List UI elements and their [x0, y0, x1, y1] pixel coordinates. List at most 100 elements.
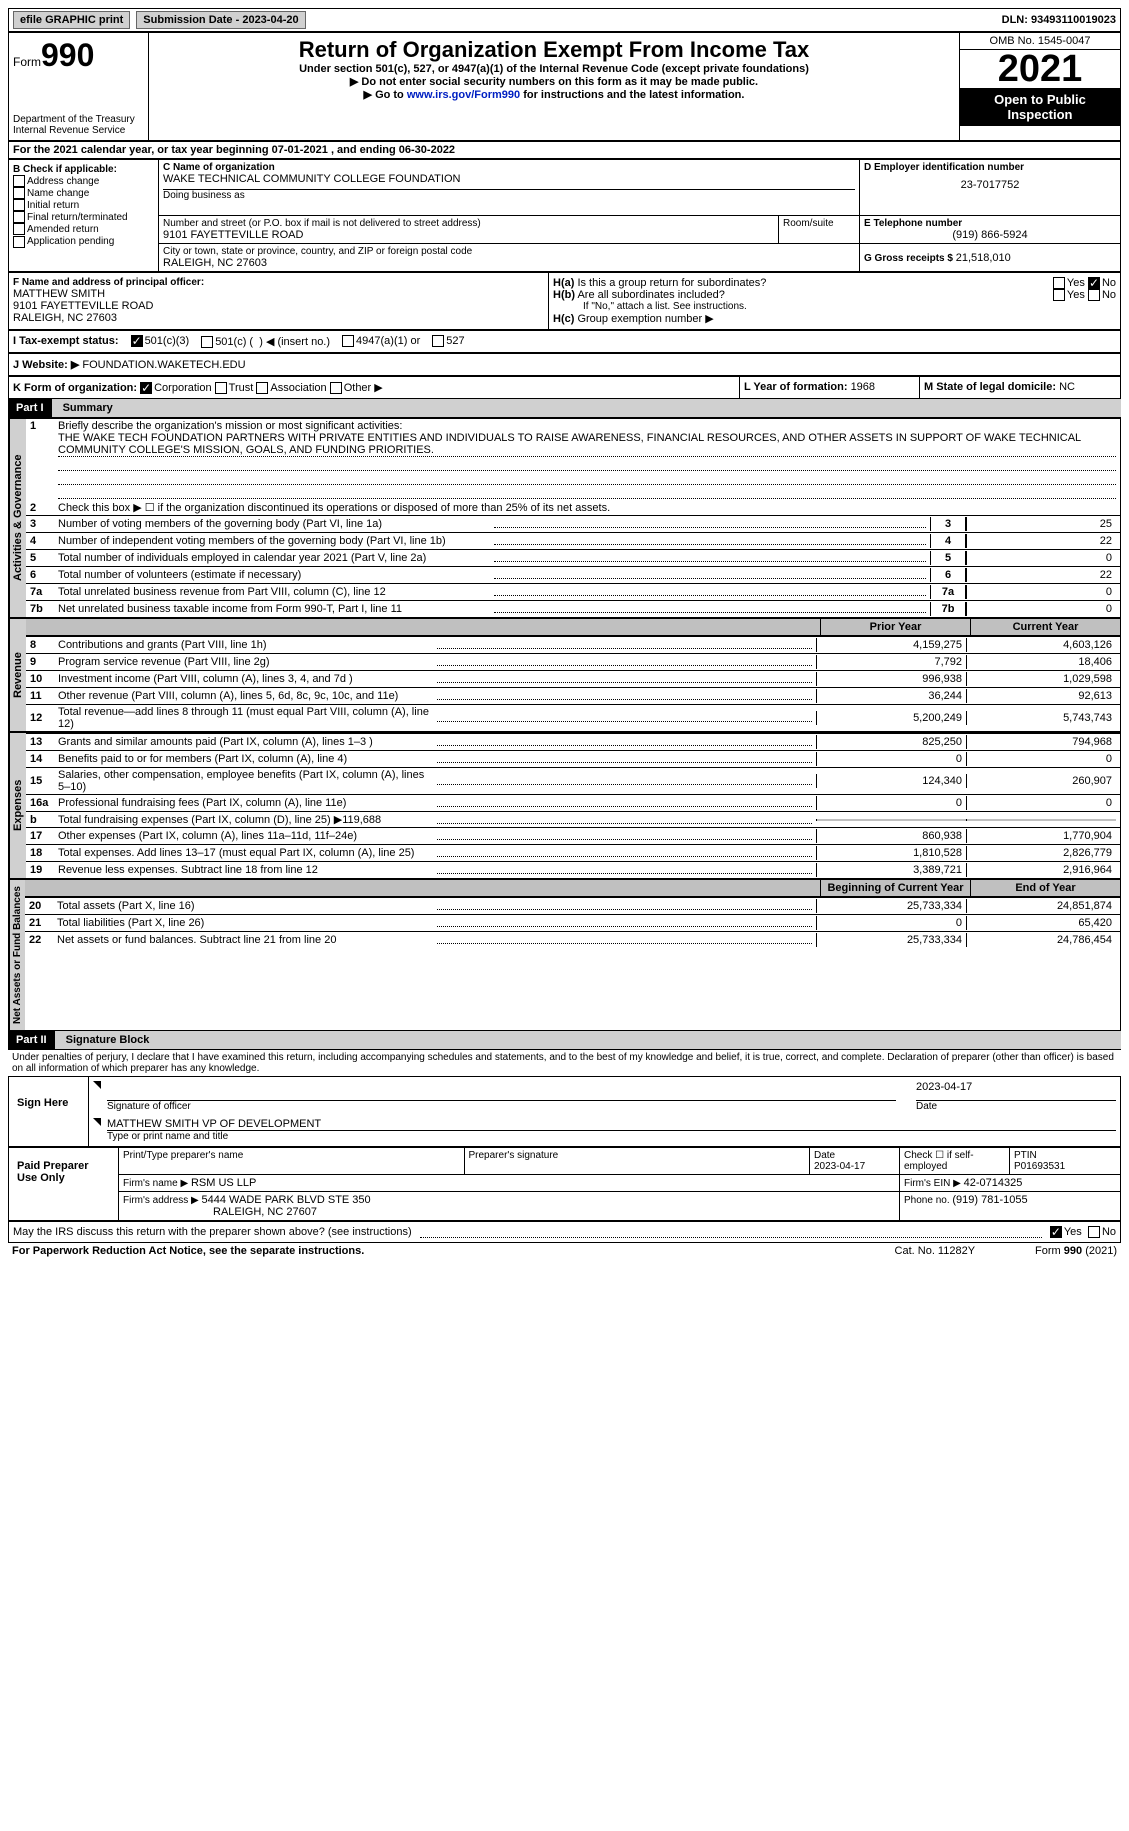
- part1-header: Part I Summary: [8, 399, 1121, 418]
- officer-street: 9101 FAYETTEVILLE ROAD: [13, 300, 544, 312]
- line-16a: 16aProfessional fundraising fees (Part I…: [26, 794, 1120, 811]
- line-b: bTotal fundraising expenses (Part IX, co…: [26, 811, 1120, 827]
- form-number: Form990: [13, 37, 144, 74]
- footer: For Paperwork Reduction Act Notice, see …: [8, 1243, 1121, 1259]
- chk-527[interactable]: 527: [432, 335, 464, 348]
- phone-value: (919) 866-5924: [864, 229, 1116, 241]
- chk-trust[interactable]: Trust: [215, 382, 254, 394]
- street-value: 9101 FAYETTEVILLE ROAD: [163, 229, 774, 241]
- line-5: 5Total number of individuals employed in…: [26, 549, 1120, 566]
- line-9: 9Program service revenue (Part VIII, lin…: [26, 653, 1120, 670]
- submission-button[interactable]: Submission Date - 2023-04-20: [136, 11, 305, 29]
- chk-other[interactable]: Other ▶: [330, 382, 383, 394]
- city-value: RALEIGH, NC 27603: [163, 257, 855, 269]
- phone-label: E Telephone number: [864, 218, 1116, 229]
- line-20: 20Total assets (Part X, line 16)25,733,3…: [25, 897, 1120, 914]
- org-name-label: C Name of organization: [163, 162, 855, 173]
- declaration: Under penalties of perjury, I declare th…: [8, 1050, 1121, 1076]
- ha-no[interactable]: [1088, 277, 1100, 289]
- line-12: 12Total revenue—add lines 8 through 11 (…: [26, 704, 1120, 731]
- pen-icon: [93, 1118, 101, 1126]
- topbar: efile GRAPHIC print Submission Date - 20…: [8, 8, 1121, 32]
- website-row: J Website: ▶ FOUNDATION.WAKETECH.EDU: [8, 353, 1121, 376]
- chk-amended[interactable]: Amended return: [13, 223, 154, 235]
- chk-501c[interactable]: 501(c) ( ) ◀ (insert no.): [201, 335, 330, 348]
- chk-corp[interactable]: Corporation: [140, 382, 211, 394]
- form-title: Return of Organization Exempt From Incom…: [157, 37, 951, 63]
- hb-no[interactable]: [1088, 289, 1100, 301]
- ha-yes[interactable]: [1053, 277, 1065, 289]
- firm-ein: 42-0714325: [964, 1177, 1023, 1189]
- part1-revenue: Revenue Prior Year Current Year 8Contrib…: [8, 618, 1121, 732]
- firm-name: RSM US LLP: [191, 1177, 256, 1189]
- ein-label: D Employer identification number: [864, 162, 1116, 173]
- vert-revenue: Revenue: [9, 619, 26, 731]
- dln: DLN: 93493110019023: [1002, 14, 1116, 26]
- line-19: 19Revenue less expenses. Subtract line 1…: [26, 861, 1120, 878]
- chk-assoc[interactable]: Association: [256, 382, 326, 394]
- line-6: 6Total number of volunteers (estimate if…: [26, 566, 1120, 583]
- col-current: Current Year: [970, 619, 1120, 635]
- prep-sig: Preparer's signature: [465, 1148, 811, 1174]
- ha-row: H(a) Is this a group return for subordin…: [553, 277, 1116, 289]
- line-3: 3Number of voting members of the governi…: [26, 515, 1120, 532]
- form-header: Form990 Department of the Treasury Inter…: [8, 32, 1121, 141]
- identity-block: B Check if applicable: Address change Na…: [8, 159, 1121, 272]
- officer-city: RALEIGH, NC 27603: [13, 312, 544, 324]
- open-public: Open to PublicInspection: [960, 88, 1120, 126]
- officer-block: F Name and address of principal officer:…: [8, 272, 1121, 330]
- line-21: 21Total liabilities (Part X, line 26)065…: [25, 914, 1120, 931]
- vert-governance: Activities & Governance: [9, 419, 26, 617]
- prep-date: Date2023-04-17: [810, 1148, 900, 1174]
- chk-address-change[interactable]: Address change: [13, 175, 154, 187]
- paid-preparer-block: Paid Preparer Use Only Print/Type prepar…: [8, 1147, 1121, 1221]
- officer-signature[interactable]: [107, 1081, 896, 1101]
- vert-expenses: Expenses: [9, 733, 26, 878]
- part2-header: Part II Signature Block: [8, 1031, 1121, 1050]
- dba-value: [163, 201, 855, 213]
- hb-yes[interactable]: [1053, 289, 1065, 301]
- hb-row: H(b) Are all subordinates included? Yes …: [553, 289, 1116, 301]
- tax-year: 2021: [960, 50, 1120, 88]
- city-label: City or town, state or province, country…: [163, 246, 855, 257]
- ptin-value: P01693531: [1014, 1161, 1065, 1172]
- section-b-label: B Check if applicable:: [13, 164, 154, 175]
- chk-initial-return[interactable]: Initial return: [13, 199, 154, 211]
- dba-label: Doing business as: [163, 189, 855, 201]
- subtitle-3: ▶ Go to www.irs.gov/Form990 for instruct…: [157, 88, 951, 101]
- discuss-yes[interactable]: Yes: [1050, 1226, 1082, 1238]
- mission-text: THE WAKE TECH FOUNDATION PARTNERS WITH P…: [58, 432, 1116, 457]
- part1-expenses: Expenses 13Grants and similar amounts pa…: [8, 732, 1121, 879]
- line-18: 18Total expenses. Add lines 13–17 (must …: [26, 844, 1120, 861]
- tax-status-row: I Tax-exempt status: 501(c)(3) 501(c) ( …: [8, 330, 1121, 353]
- vert-netassets: Net Assets or Fund Balances: [9, 880, 25, 1030]
- efile-button[interactable]: efile GRAPHIC print: [13, 11, 130, 29]
- line-13: 13Grants and similar amounts paid (Part …: [26, 733, 1120, 750]
- chk-app-pending[interactable]: Application pending: [13, 235, 154, 247]
- firm-addr1: 5444 WADE PARK BLVD STE 350: [202, 1194, 371, 1206]
- dept-treasury: Department of the Treasury: [13, 114, 144, 125]
- gross-value: 21,518,010: [956, 252, 1011, 264]
- irs-link[interactable]: www.irs.gov/Form990: [407, 89, 520, 101]
- room-label: Room/suite: [779, 216, 859, 243]
- state-domicile: NC: [1059, 381, 1075, 393]
- chk-final-return[interactable]: Final return/terminated: [13, 211, 154, 223]
- self-employed[interactable]: Check ☐ if self-employed: [900, 1148, 1010, 1174]
- l1-label: Briefly describe the organization's miss…: [58, 420, 1116, 432]
- line-4: 4Number of independent voting members of…: [26, 532, 1120, 549]
- chk-501c3[interactable]: 501(c)(3): [131, 335, 190, 348]
- line-22: 22Net assets or fund balances. Subtract …: [25, 931, 1120, 948]
- firm-addr2: RALEIGH, NC 27607: [123, 1206, 317, 1218]
- paid-preparer-label: Paid Preparer Use Only: [9, 1148, 119, 1220]
- period-row: For the 2021 calendar year, or tax year …: [8, 141, 1121, 159]
- chk-name-change[interactable]: Name change: [13, 187, 154, 199]
- l2-text: Check this box ▶ ☐ if the organization d…: [58, 501, 610, 514]
- ein-value: 23-7017752: [864, 179, 1116, 191]
- subtitle-2: ▶ Do not enter social security numbers o…: [157, 75, 951, 88]
- form-org-row: K Form of organization: Corporation Trus…: [8, 376, 1121, 399]
- chk-4947[interactable]: 4947(a)(1) or: [342, 335, 420, 348]
- line-8: 8Contributions and grants (Part VIII, li…: [26, 636, 1120, 653]
- org-name: WAKE TECHNICAL COMMUNITY COLLEGE FOUNDAT…: [163, 173, 855, 185]
- line-10: 10Investment income (Part VIII, column (…: [26, 670, 1120, 687]
- discuss-no[interactable]: No: [1088, 1226, 1116, 1238]
